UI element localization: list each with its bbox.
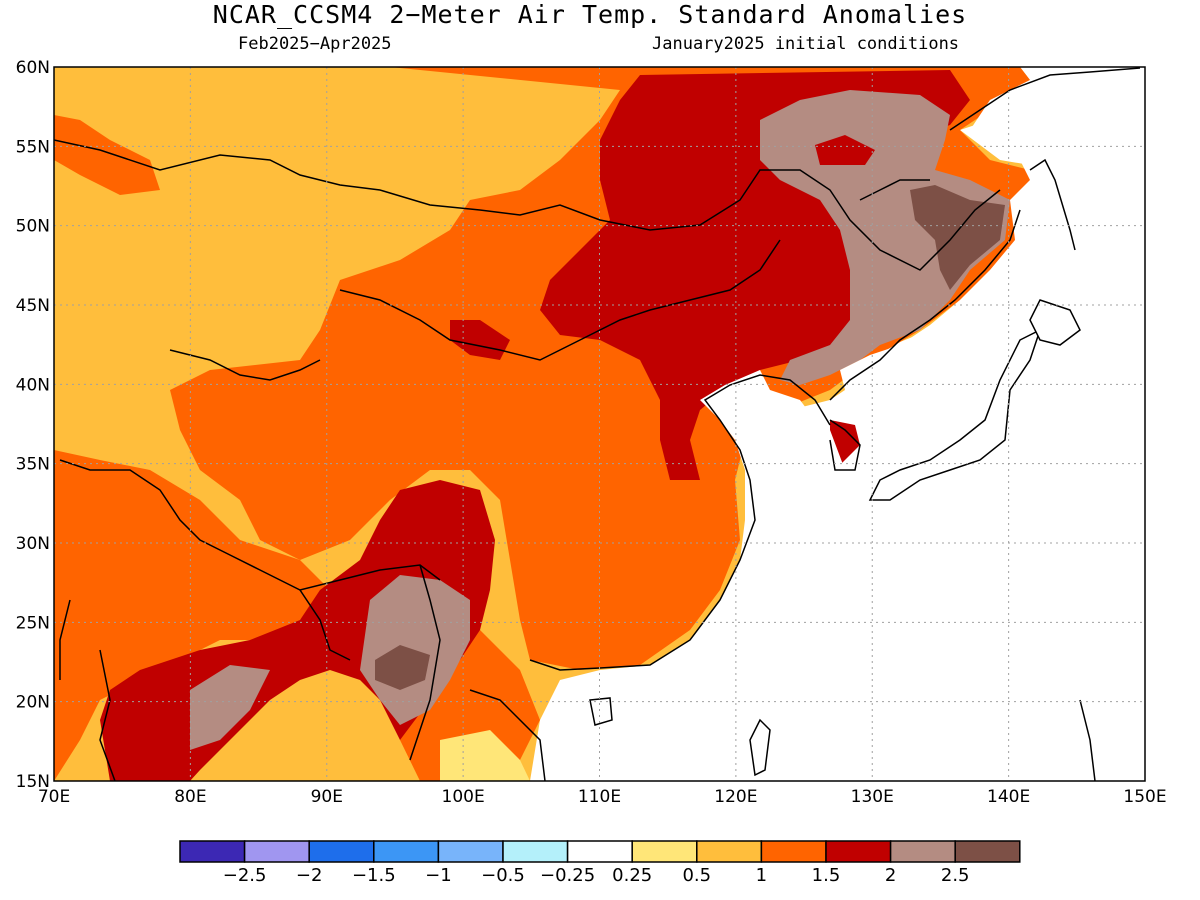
grid-lines (54, 67, 1145, 781)
lon-tick-label: 130E (851, 787, 894, 807)
lon-tick-label: 150E (1123, 787, 1166, 807)
forecast-period: Feb2025−Apr2025 (238, 34, 392, 54)
region-dark-red-manchuria (815, 135, 875, 165)
lat-tick-label: 60N (16, 58, 50, 78)
colorbar-swatch (308, 840, 375, 863)
lat-tick-label: 40N (16, 375, 50, 395)
region-brown-sa (375, 645, 430, 690)
colorbar: −2.5 −2 −1.5 −1 −0.5 −0.25 0.25 0.5 1 1.5 2 2.5 (179, 840, 1021, 886)
chart-title: NCAR_CCSM4 2−Meter Air Temp. Standard An… (212, 0, 968, 29)
lat-tick-label: 30N (16, 534, 50, 554)
plot-frame (53, 66, 1146, 782)
colorbar-swatch (502, 840, 569, 863)
colorbar-label: 0.5 (682, 865, 711, 886)
island-taiwan (749, 718, 771, 777)
colorbar-label: −1 (425, 865, 452, 886)
lat-tick-label: 15N (16, 772, 50, 792)
region-orange-nw (54, 115, 160, 195)
colorbar-swatch (889, 840, 956, 863)
colorbar-label: 0.25 (612, 865, 652, 886)
colorbar-swatch (696, 840, 763, 863)
lon-tick-label: 80E (174, 787, 206, 807)
longitude-axis: 70E 80E 90E 100E 110E 120E 130E 140E 150E (38, 787, 1167, 807)
anomaly-field (54, 67, 1145, 781)
colorbar-label: 1.5 (812, 865, 841, 886)
lon-tick-label: 140E (987, 787, 1030, 807)
colorbar-label: −2.5 (223, 865, 267, 886)
colorbar-label: −2 (296, 865, 323, 886)
colorbar-label: −0.25 (540, 865, 595, 886)
region-brown-ne (910, 185, 1005, 290)
colorbar-swatch (954, 840, 1021, 863)
lon-tick-label: 110E (578, 787, 621, 807)
lat-tick-label: 50N (16, 217, 50, 237)
lat-tick-label: 45N (16, 296, 50, 316)
colorbar-swatch (825, 840, 892, 863)
colorbar-swatch (437, 840, 504, 863)
colorbar-swatch (566, 840, 633, 863)
colorbar-swatch (179, 840, 246, 863)
lat-tick-label: 25N (16, 613, 50, 633)
lon-tick-label: 100E (442, 787, 485, 807)
initial-conditions: January2025 initial conditions (652, 34, 960, 54)
colorbar-label: 1 (756, 865, 767, 886)
island-sakhalin (1029, 158, 1076, 251)
colorbar-label: −1.5 (352, 865, 396, 886)
lon-tick-label: 70E (38, 787, 70, 807)
colorbar-label: −0.5 (481, 865, 525, 886)
region-dark-red-central (450, 320, 510, 360)
island-hainan (589, 697, 613, 726)
region-orange-west (54, 450, 330, 781)
lat-tick-label: 35N (16, 455, 50, 475)
colorbar-label: 2 (885, 865, 896, 886)
colorbar-swatch (243, 840, 310, 863)
colorbar-swatch (760, 840, 827, 863)
lon-tick-label: 90E (311, 787, 343, 807)
lon-tick-label: 120E (714, 787, 757, 807)
region-yellow (440, 730, 530, 781)
lat-tick-label: 55N (16, 137, 50, 157)
colorbar-swatch (373, 840, 440, 863)
lat-tick-label: 20N (16, 693, 50, 713)
ocean (540, 67, 1145, 781)
region-taupe-india (190, 665, 270, 750)
latitude-axis: 15N 20N 25N 30N 35N 40N 45N 50N 55N 60N (16, 58, 50, 792)
borders (54, 67, 1141, 781)
colorbar-label: 2.5 (941, 865, 970, 886)
island-hokkaido (1029, 299, 1081, 346)
island-japan (868, 328, 1042, 501)
colorbar-swatch (631, 840, 698, 863)
